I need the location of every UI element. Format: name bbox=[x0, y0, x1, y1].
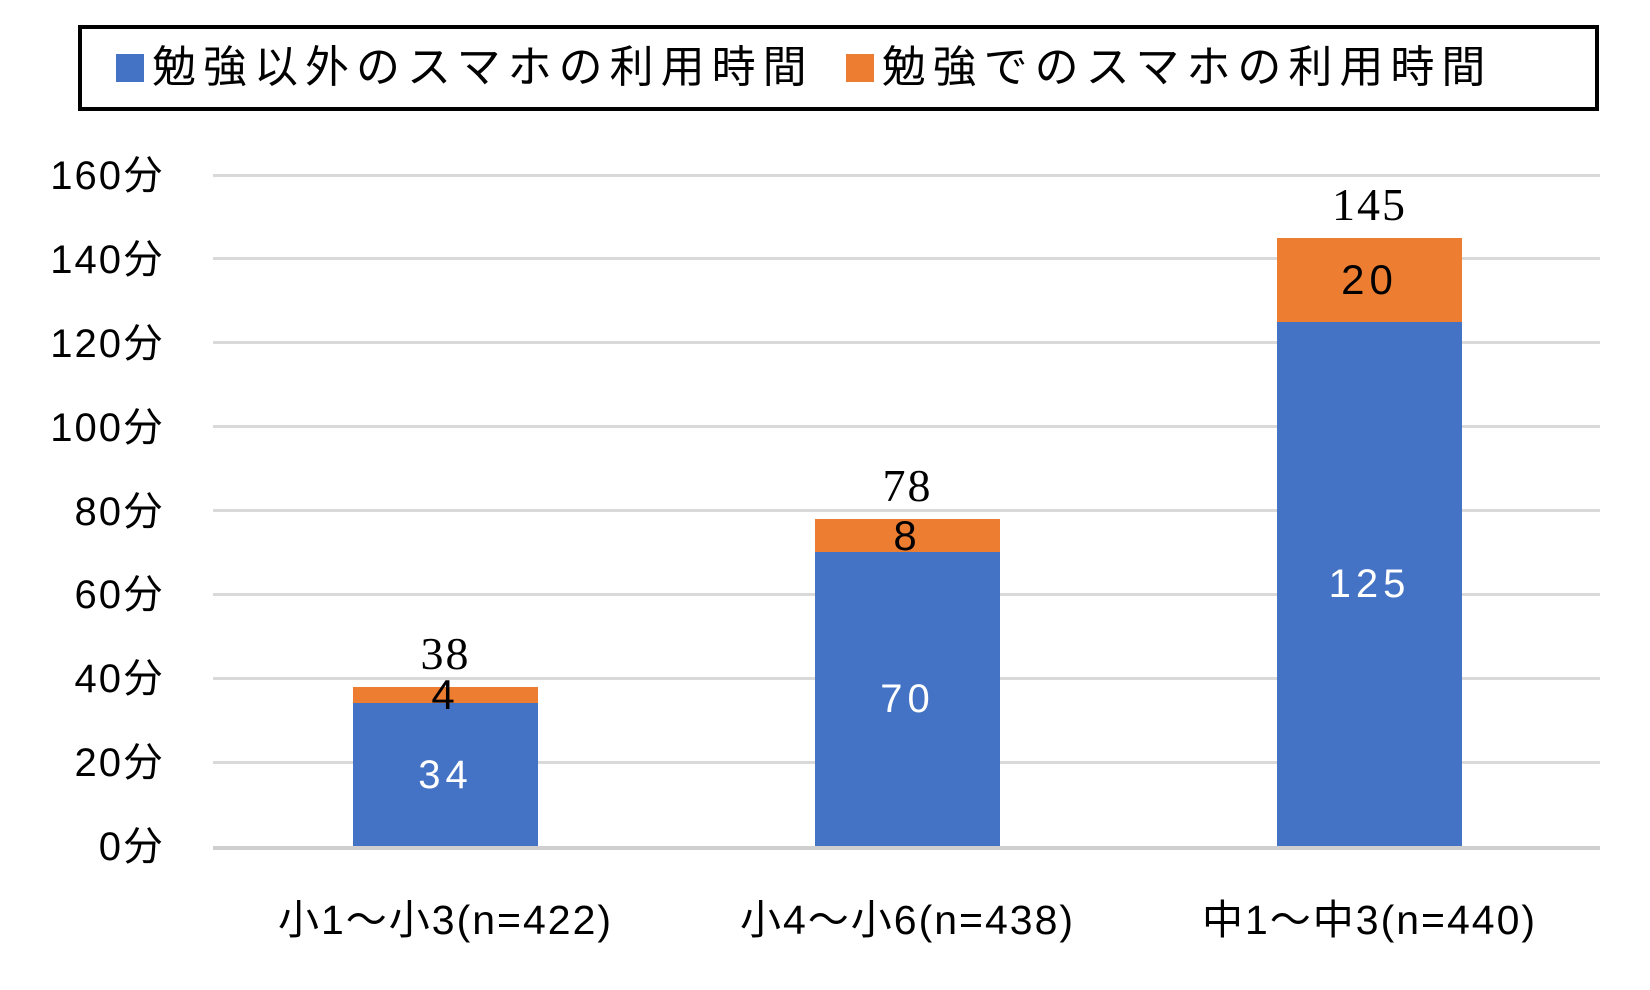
bar-segment-non-study-1[interactable] bbox=[815, 552, 1000, 846]
y-axis-tick-0: 0分 bbox=[98, 825, 165, 869]
segment-value-study-1: 8 bbox=[893, 511, 922, 559]
legend-swatch-blue-icon bbox=[116, 54, 144, 82]
y-axis-tick-40: 40分 bbox=[74, 657, 165, 702]
y-axis-tick-160: 160分 bbox=[50, 154, 165, 198]
gridline-120 bbox=[213, 341, 1600, 345]
gridline-100 bbox=[213, 425, 1600, 429]
bar-segment-non-study-2[interactable] bbox=[1277, 321, 1462, 846]
legend-label-non-study-time: 勉強以外のスマホの利用時間 bbox=[152, 43, 814, 92]
segment-value-study-0: 4 bbox=[431, 671, 460, 719]
legend: 勉強以外のスマホの利用時間 勉強でのスマホの利用時間 bbox=[78, 25, 1599, 111]
segment-value-study-2: 20 bbox=[1341, 255, 1398, 303]
y-axis-tick-80: 80分 bbox=[74, 489, 165, 534]
gridline-80 bbox=[213, 509, 1600, 512]
x-axis-category-2: 中1〜中3(n=440) bbox=[1201, 897, 1538, 943]
gridline-140 bbox=[213, 257, 1600, 261]
y-axis-tick-140: 140分 bbox=[50, 237, 165, 282]
bar-segment-study-2[interactable] bbox=[1277, 237, 1462, 322]
y-axis-tick-100: 100分 bbox=[50, 405, 165, 450]
legend-item-study-time[interactable]: 勉強でのスマホの利用時間 bbox=[845, 43, 1493, 92]
gridline-160 bbox=[213, 173, 1600, 177]
x-axis-category-1: 小4〜小6(n=438) bbox=[739, 897, 1076, 943]
x-axis-category-0: 小1〜小3(n=422) bbox=[277, 897, 614, 943]
segment-value-non-study-0: 34 bbox=[418, 752, 473, 797]
y-axis-tick-20: 20分 bbox=[74, 741, 165, 786]
segment-value-non-study-2: 125 bbox=[1328, 561, 1411, 606]
total-value-1: 78 bbox=[882, 459, 933, 511]
bar-segment-non-study-0[interactable] bbox=[353, 703, 538, 846]
total-value-2: 145 bbox=[1332, 178, 1407, 230]
legend-label-study-time: 勉強でのスマホの利用時間 bbox=[881, 43, 1493, 92]
total-value-0: 38 bbox=[420, 627, 471, 679]
legend-swatch-orange-icon bbox=[845, 54, 874, 82]
bar-segment-study-0[interactable] bbox=[353, 686, 538, 704]
y-axis-tick-60: 60分 bbox=[74, 573, 165, 618]
x-axis-line bbox=[213, 846, 1600, 850]
y-axis-tick-120: 120分 bbox=[50, 321, 165, 366]
legend-item-non-study-time[interactable]: 勉強以外のスマホの利用時間 bbox=[116, 46, 814, 90]
segment-value-non-study-1: 70 bbox=[880, 677, 935, 722]
bar-segment-study-1[interactable] bbox=[815, 518, 1000, 553]
